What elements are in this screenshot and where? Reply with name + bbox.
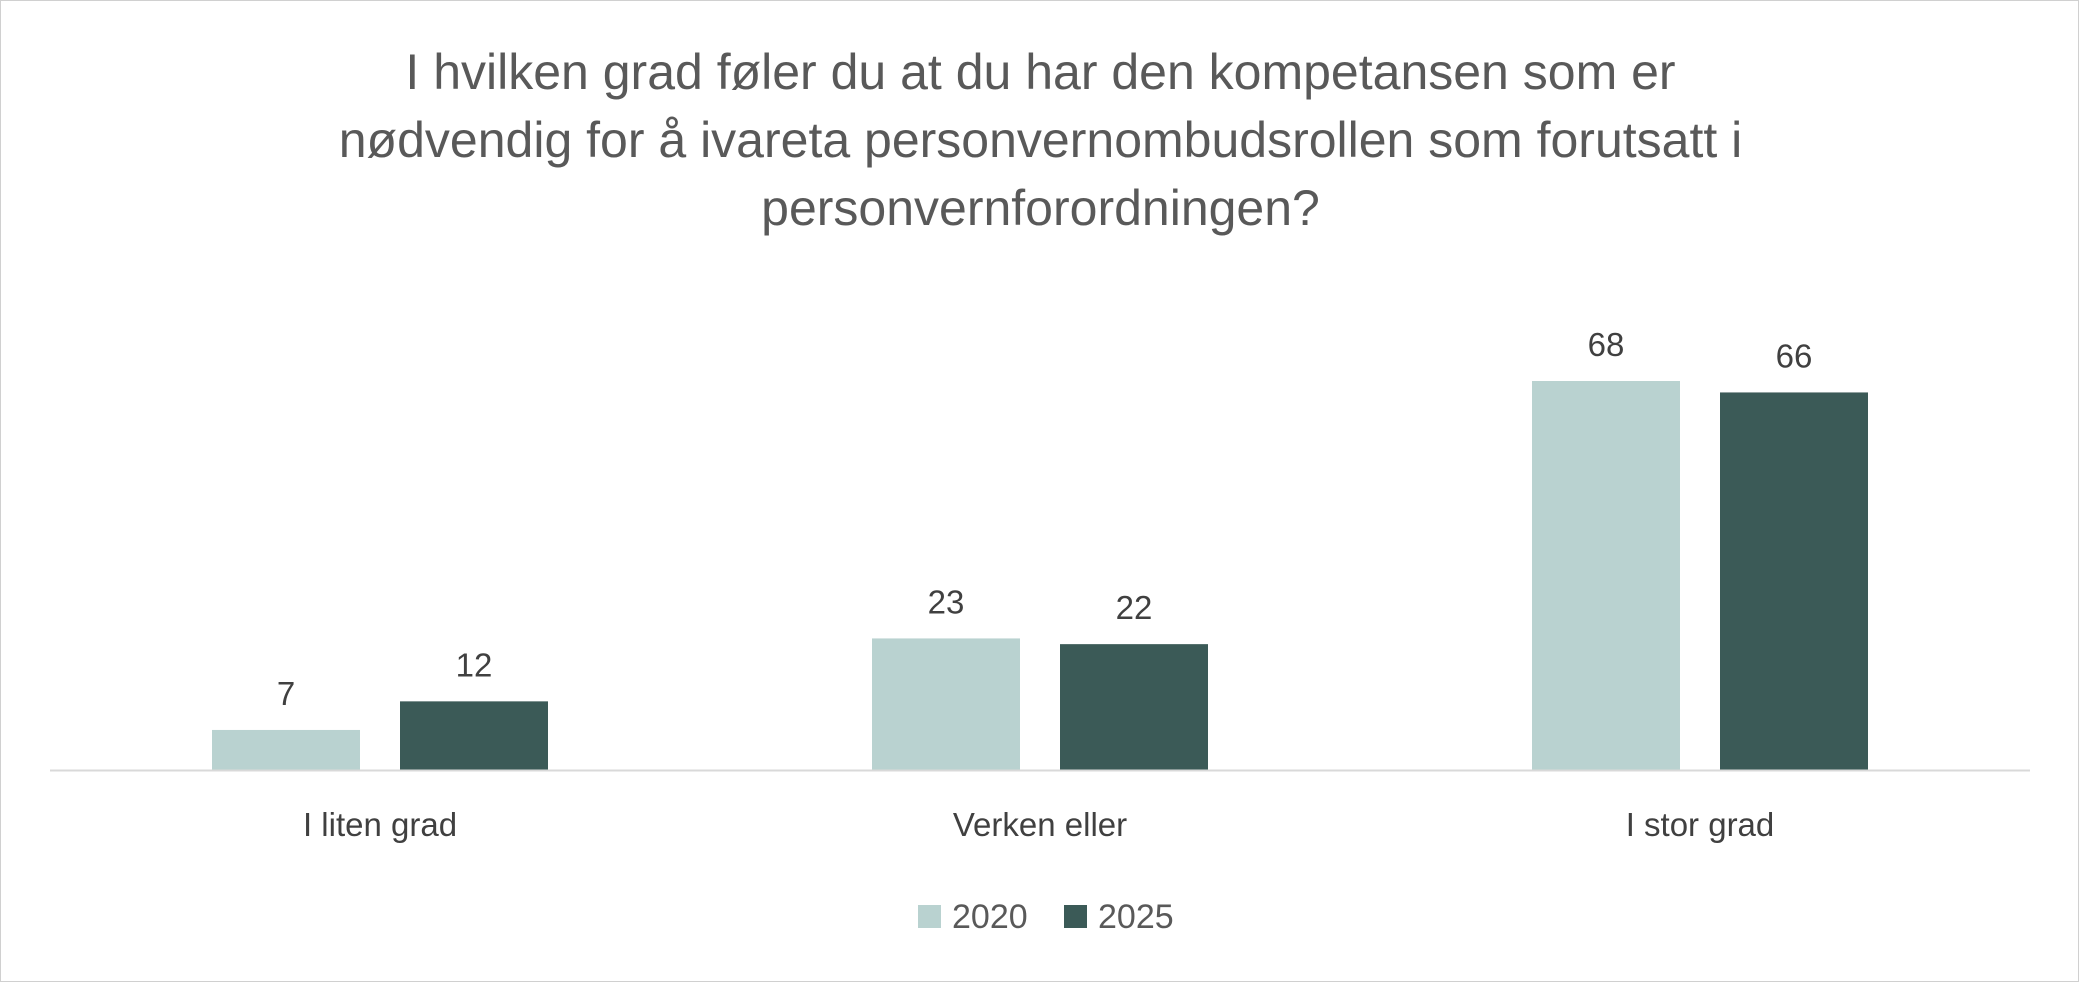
- legend-label: 2020: [952, 898, 1028, 936]
- title-line: nødvendig for å ivareta personvernombuds…: [338, 112, 1743, 168]
- bar-2025: [1720, 392, 1868, 770]
- legend-swatch-2025: [1064, 905, 1087, 928]
- legend-label: 2025: [1098, 898, 1174, 936]
- title-line: personvernforordningen?: [761, 180, 1320, 236]
- data-label: 12: [456, 646, 493, 683]
- data-label: 23: [928, 583, 965, 620]
- bar-2020: [212, 729, 360, 770]
- bar-2025: [1060, 644, 1208, 770]
- data-label: 22: [1116, 589, 1153, 626]
- category-label: I stor grad: [1626, 806, 1775, 843]
- category-label: I liten grad: [303, 806, 457, 843]
- legend-swatch-2020: [918, 905, 941, 928]
- data-label: 68: [1588, 326, 1625, 363]
- data-label: 66: [1776, 337, 1813, 374]
- title-line: I hvilken grad føler du at du har den ko…: [405, 44, 1676, 100]
- bar-2020: [1532, 381, 1680, 770]
- data-label: 7: [277, 675, 295, 712]
- chart-title: I hvilken grad føler du at du har den ko…: [200, 38, 1881, 242]
- bar-2025: [400, 701, 548, 770]
- bar-2020: [872, 638, 1020, 770]
- category-label: Verken eller: [953, 806, 1127, 843]
